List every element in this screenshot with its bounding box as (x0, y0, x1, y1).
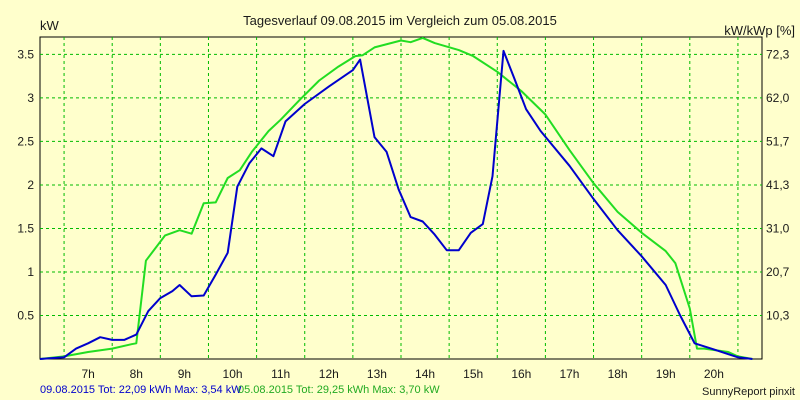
x-tick-label: 16h (511, 367, 531, 381)
y-tick-label-right: 62,0 (766, 91, 790, 105)
x-tick-label: 17h (559, 367, 579, 381)
x-tick-label: 7h (81, 367, 94, 381)
y-ticks-left: 0.5 1 1.5 2 2.5 3 3.5 (17, 47, 34, 322)
x-tick-label: 12h (319, 367, 339, 381)
y-axis-left-label: kW (40, 18, 60, 33)
y-tick-label-left: 1 (27, 265, 34, 279)
x-tick-label: 18h (608, 367, 628, 381)
y-tick-label-right: 41,3 (766, 178, 790, 192)
y-tick-label-left: 3.5 (17, 47, 34, 61)
x-tick-label: 10h (223, 367, 243, 381)
x-tick-label: 20h (704, 367, 724, 381)
grid (40, 37, 762, 359)
y-tick-label-left: 3 (27, 91, 34, 105)
x-tick-label: 14h (415, 367, 435, 381)
y-ticks-right: 10,3 20,7 31,0 41,3 51,7 62,0 72,3 (766, 47, 790, 322)
x-tick-label: 8h (130, 367, 143, 381)
series1-summary: 09.08.2015 Tot: 22,09 kWh Max: 3,54 kW (40, 384, 242, 396)
series-line (39, 49, 753, 360)
x-tick-label: 15h (463, 367, 483, 381)
y-tick-label-right: 72,3 (766, 47, 790, 61)
y-tick-label-right: 51,7 (766, 134, 790, 148)
y-tick-label-right: 31,0 (766, 221, 790, 235)
y-tick-label-left: 0.5 (17, 308, 34, 322)
credit-text: SunnyReport pinxit (702, 386, 795, 398)
series2-summary: 05.08.2015 Tot: 29,25 kWh Max: 3,70 kW (238, 384, 440, 396)
series-group (39, 36, 753, 360)
x-tick-label: 11h (271, 367, 290, 381)
x-ticks: 7h 8h 9h 10h 11h 12h 13h 14h 15h 16h 17h 18h 19h 20h (81, 367, 723, 381)
chart-title: Tagesverlauf 09.08.2015 im Vergleich zum… (243, 13, 557, 28)
y-tick-label-right: 10,3 (766, 308, 790, 322)
x-tick-label: 19h (656, 367, 676, 381)
series-line (39, 36, 753, 360)
y-axis-right-label: kW/kWp [%] (724, 23, 795, 38)
x-tick-label: 9h (178, 367, 191, 381)
x-tick-label: 13h (367, 367, 387, 381)
y-tick-label-left: 2.5 (17, 134, 34, 148)
y-tick-label-left: 1.5 (17, 221, 34, 235)
y-tick-label-right: 20,7 (766, 265, 790, 279)
y-tick-label-left: 2 (27, 178, 34, 192)
